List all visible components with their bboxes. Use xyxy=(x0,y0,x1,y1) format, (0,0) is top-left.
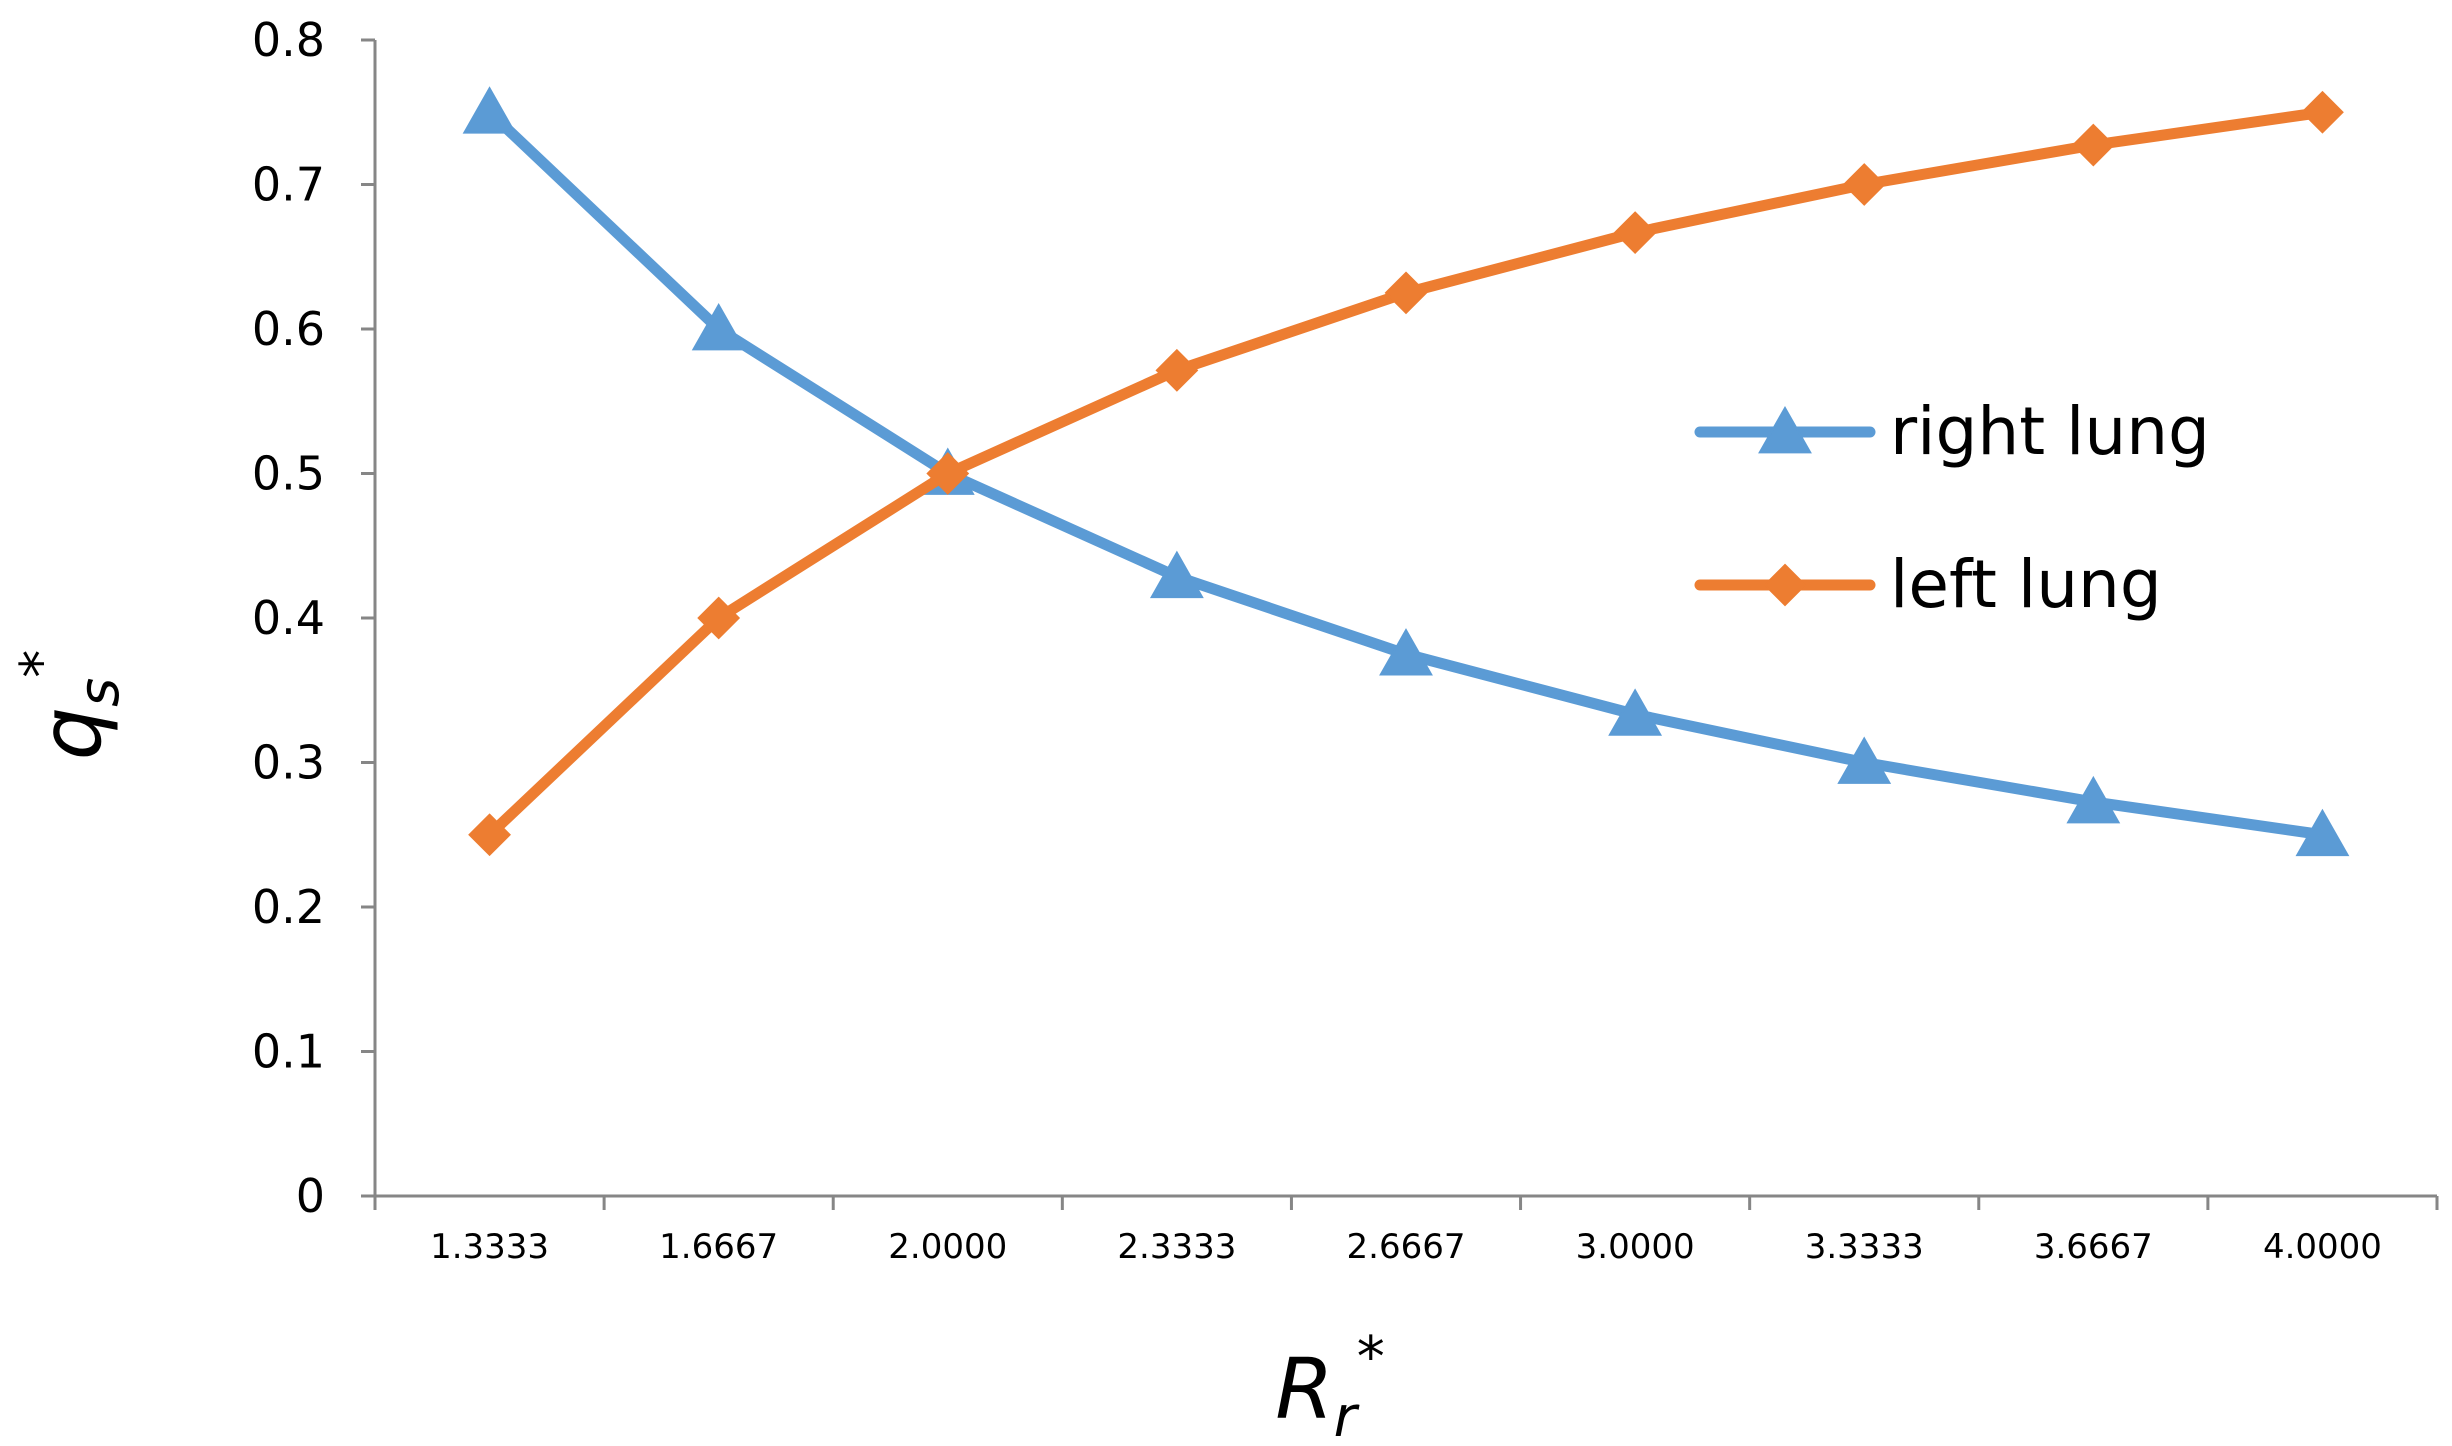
legend-label-right-lung: right lung xyxy=(1890,393,2210,470)
data-point-right-lung xyxy=(2066,775,2121,824)
data-point-left-lung xyxy=(1842,163,1886,206)
series-layer xyxy=(462,86,2350,857)
data-point-right-lung xyxy=(1379,628,1433,676)
y-tick-label: 0.7 xyxy=(252,158,325,212)
y-tick-label: 0.2 xyxy=(252,880,325,934)
data-point-left-lung xyxy=(1613,211,1657,255)
x-axis-title-main: R xyxy=(1275,1340,1333,1438)
x-tick-label: 3.6667 xyxy=(2034,1227,2153,1267)
data-point-left-lung xyxy=(926,452,970,495)
legend-marker-right-lung xyxy=(1758,405,1812,454)
x-tick-label: 2.0000 xyxy=(888,1227,1007,1267)
data-point-right-lung xyxy=(691,302,746,351)
data-point-left-lung xyxy=(697,596,741,640)
x-tick-label: 1.3333 xyxy=(430,1227,549,1267)
y-axis-title-main: q xyxy=(22,707,120,760)
legend-item-left-lung: left lung xyxy=(1694,546,2162,623)
y-axis-title-sup: * xyxy=(9,650,74,678)
x-tick-label: 2.6667 xyxy=(1347,1227,1466,1267)
x-tick-label: 3.3333 xyxy=(1805,1227,1924,1267)
series-right-lung xyxy=(462,86,2350,857)
x-ticks: 1.3333 1.6667 2.0000 2.3333 2.6667 3.0000 3.33… xyxy=(373,1196,2439,1267)
y-axis-title-sub: s xyxy=(67,678,132,707)
data-point-left-lung xyxy=(1384,271,1428,315)
data-point-left-lung xyxy=(468,813,511,857)
y-tick-label: 0.6 xyxy=(252,302,325,356)
y-tick-label: 0.4 xyxy=(252,591,325,645)
y-axis-title: qs* xyxy=(9,650,132,761)
axes: 0 0.1 0.2 0.3 0.4 0.5 0.6 0.7 0.8 1.3333 1.6667 2.… xyxy=(252,13,2439,1267)
legend-item-right-lung: right lung xyxy=(1694,393,2210,470)
y-tick-label: 0.8 xyxy=(252,13,325,67)
x-tick-label: 4.0000 xyxy=(2263,1227,2382,1267)
y-tick-label: 0.3 xyxy=(252,736,325,790)
x-tick-label: 3.0000 xyxy=(1576,1227,1695,1267)
data-point-right-lung xyxy=(1837,736,1892,784)
data-point-left-lung xyxy=(1155,348,1199,392)
y-tick-label: 0 xyxy=(296,1169,325,1223)
data-point-left-lung xyxy=(2301,90,2344,134)
series-line-left-lung xyxy=(484,106,2328,841)
series-left-lung xyxy=(468,90,2344,857)
data-point-right-lung xyxy=(462,86,517,134)
data-point-right-lung xyxy=(2295,808,2350,857)
y-tick-label: 0.1 xyxy=(252,1025,325,1079)
x-tick-label: 1.6667 xyxy=(659,1227,778,1267)
data-point-left-lung xyxy=(2071,123,2115,167)
y-tick-label: 0.5 xyxy=(252,447,325,501)
legend-marker-left-lung xyxy=(1763,563,1807,607)
x-tick-label: 2.3333 xyxy=(1117,1227,1236,1267)
x-axis-title-sub: r xyxy=(1334,1385,1360,1446)
y-ticks: 0 0.1 0.2 0.3 0.4 0.5 0.6 0.7 0.8 xyxy=(252,13,375,1223)
series-line-right-lung xyxy=(484,106,2328,841)
legend: right lung left lung xyxy=(1694,393,2210,623)
x-axis-title: Rr* xyxy=(1275,1325,1384,1446)
x-axis-title-sup: * xyxy=(1357,1325,1385,1390)
data-point-right-lung xyxy=(1149,550,1204,599)
data-point-right-lung xyxy=(1608,688,1663,736)
legend-label-left-lung: left lung xyxy=(1890,546,2162,623)
